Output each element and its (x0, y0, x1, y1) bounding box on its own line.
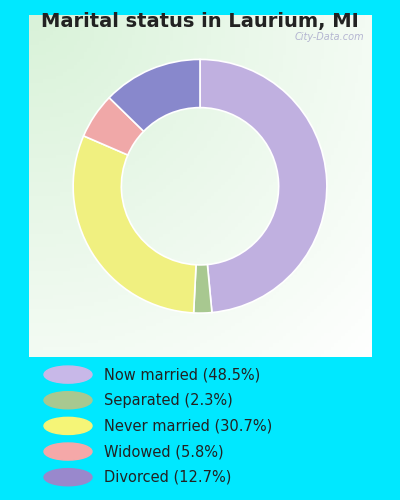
Wedge shape (73, 136, 196, 313)
Text: Now married (48.5%): Now married (48.5%) (104, 367, 260, 382)
Circle shape (44, 443, 92, 460)
Circle shape (44, 468, 92, 486)
Text: Separated (2.3%): Separated (2.3%) (104, 393, 233, 408)
Wedge shape (109, 60, 200, 132)
Text: Widowed (5.8%): Widowed (5.8%) (104, 444, 224, 459)
Text: City-Data.com: City-Data.com (295, 32, 364, 42)
Circle shape (44, 392, 92, 409)
Wedge shape (84, 98, 144, 155)
Wedge shape (200, 60, 327, 312)
Text: Marital status in Laurium, MI: Marital status in Laurium, MI (41, 12, 359, 32)
Text: Never married (30.7%): Never married (30.7%) (104, 418, 272, 434)
Wedge shape (194, 264, 212, 313)
Text: Divorced (12.7%): Divorced (12.7%) (104, 470, 231, 484)
Circle shape (44, 418, 92, 434)
Circle shape (44, 366, 92, 383)
